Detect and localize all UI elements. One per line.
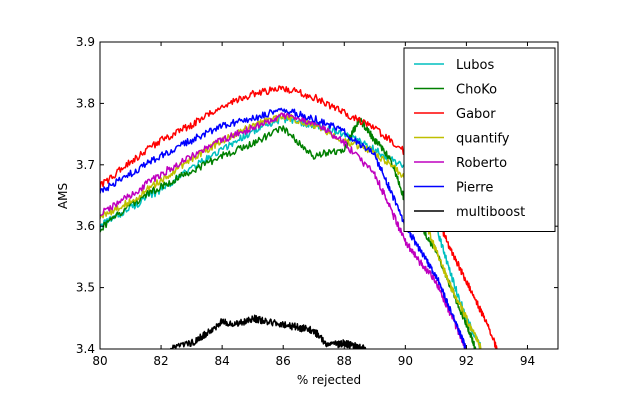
x-axis-label: % rejected: [297, 373, 361, 387]
legend-box: [403, 47, 556, 232]
y-tick-label: 3.8: [76, 96, 95, 110]
x-tick-label: 84: [214, 354, 229, 368]
x-tick-label: 82: [153, 354, 168, 368]
plot-frame: [99, 41, 559, 350]
x-tick-label: 88: [337, 354, 352, 368]
y-tick-label: 3.7: [76, 158, 95, 172]
ticks-layer: 80 82 84 86 88 90 92 94 3.4 3.5 3.6 3.7 3.8 3.9: [76, 35, 558, 368]
x-tick-label: 86: [276, 354, 291, 368]
legend: Lubos ChoKo Gabor quantify Roberto Pierre mult…: [403, 47, 556, 232]
legend-label: Roberto: [456, 156, 507, 171]
legend-label: ChoKo: [456, 83, 497, 98]
y-tick-label: 3.4: [76, 342, 95, 356]
legend-label: multiboost: [456, 205, 525, 220]
y-tick-label: 3.5: [76, 281, 95, 295]
x-tick-label: 94: [520, 354, 535, 368]
legend-label: Gabor: [456, 107, 496, 122]
x-tick-label: 92: [459, 354, 474, 368]
y-tick-label: 3.9: [76, 35, 95, 49]
legend-label: quantify: [456, 132, 510, 147]
legend-label: Lubos: [456, 58, 494, 73]
x-tick-label: 90: [398, 354, 413, 368]
series-line-gabor: [100, 85, 498, 349]
x-tick-label: 80: [92, 354, 107, 368]
legend-label: Pierre: [456, 181, 493, 196]
series-line-multiboost: [169, 314, 367, 349]
series-layer: [100, 85, 498, 349]
y-tick-label: 3.6: [76, 219, 95, 233]
series-line-pierre: [100, 107, 468, 349]
y-axis-label: AMS: [56, 183, 70, 209]
series-line-roberto: [100, 112, 467, 349]
